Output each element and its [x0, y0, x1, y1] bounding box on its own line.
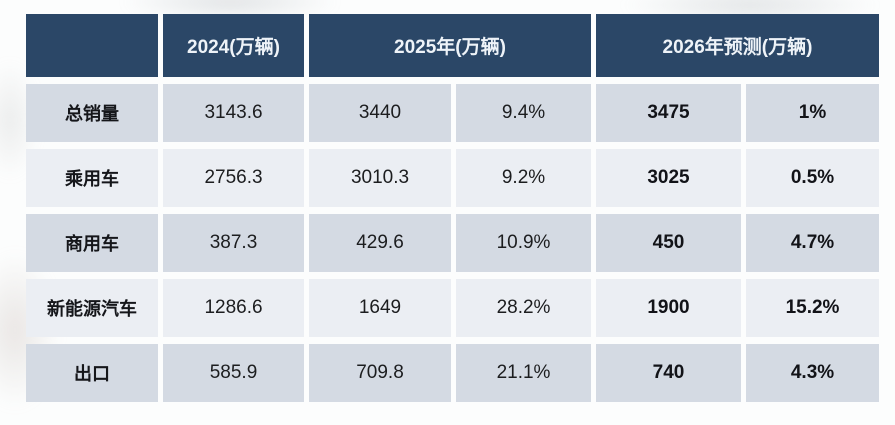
cell-2025-value: 3440 [309, 84, 451, 142]
row-label: 商用车 [26, 214, 158, 272]
row-label: 出口 [26, 344, 158, 402]
cell-2024-value: 585.9 [163, 344, 304, 402]
cell-2026-value: 3475 [596, 84, 741, 142]
cell-2024-value: 1286.6 [163, 279, 304, 337]
cell-2025-value: 429.6 [309, 214, 451, 272]
cell-2025-value: 1649 [309, 279, 451, 337]
row-label: 总销量 [26, 84, 158, 142]
header-2024: 2024(万辆) [163, 14, 304, 77]
cell-2026-growth: 0.5% [746, 149, 879, 207]
cell-2026-growth: 4.3% [746, 344, 879, 402]
cell-2024-value: 387.3 [163, 214, 304, 272]
cell-2026-value: 1900 [596, 279, 741, 337]
table-row-new-energy-vehicles: 新能源汽车 1286.6 1649 28.2% 1900 15.2% [26, 279, 879, 337]
row-label: 乘用车 [26, 149, 158, 207]
cell-2025-growth: 10.9% [456, 214, 591, 272]
cell-2025-growth: 9.2% [456, 149, 591, 207]
cell-2025-growth: 28.2% [456, 279, 591, 337]
header-empty-cell [26, 14, 158, 77]
cell-2025-growth: 21.1% [456, 344, 591, 402]
table-row-passenger-vehicles: 乘用车 2756.3 3010.3 9.2% 3025 0.5% [26, 149, 879, 207]
header-row: 2024(万辆) 2025年(万辆) 2026年预测(万辆) [26, 14, 879, 77]
cell-2024-value: 2756.3 [163, 149, 304, 207]
cell-2026-growth: 4.7% [746, 214, 879, 272]
row-label: 新能源汽车 [26, 279, 158, 337]
cell-2026-growth: 1% [746, 84, 879, 142]
cell-2026-value: 740 [596, 344, 741, 402]
cell-2026-growth: 15.2% [746, 279, 879, 337]
cell-2025-growth: 9.4% [456, 84, 591, 142]
header-2026-forecast: 2026年预测(万辆) [596, 14, 879, 77]
table-row-exports: 出口 585.9 709.8 21.1% 740 4.3% [26, 344, 879, 402]
cell-2025-value: 709.8 [309, 344, 451, 402]
cell-2025-value: 3010.3 [309, 149, 451, 207]
table-row-commercial-vehicles: 商用车 387.3 429.6 10.9% 450 4.7% [26, 214, 879, 272]
cell-2024-value: 3143.6 [163, 84, 304, 142]
vehicle-sales-forecast-table: 2024(万辆) 2025年(万辆) 2026年预测(万辆) 总销量 3143.… [21, 7, 884, 409]
table-row-total-sales: 总销量 3143.6 3440 9.4% 3475 1% [26, 84, 879, 142]
cell-2026-value: 3025 [596, 149, 741, 207]
cell-2026-value: 450 [596, 214, 741, 272]
header-2025: 2025年(万辆) [309, 14, 591, 77]
